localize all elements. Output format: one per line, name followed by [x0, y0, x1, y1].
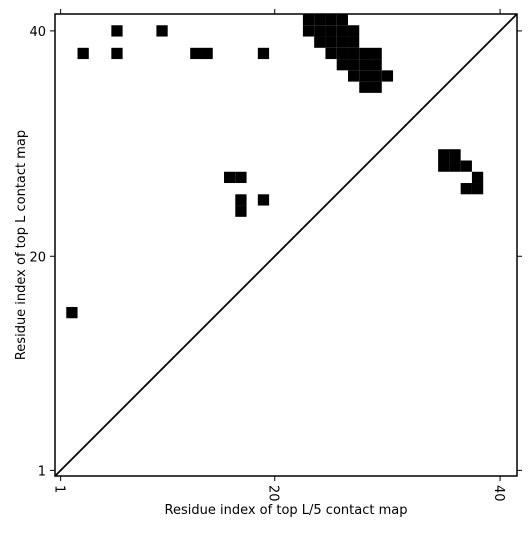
contact-cell [156, 25, 168, 37]
plot-frame [54, 13, 518, 477]
contact-cell [370, 47, 382, 60]
contact-cell [471, 171, 484, 184]
contact-cell [471, 183, 484, 195]
x-tick-label: 1 [52, 485, 67, 493]
x-axis-label: Residue index of top L/5 contact map [165, 503, 408, 518]
contact-cell [235, 205, 247, 217]
contact-cell [257, 194, 270, 206]
contact-cell [336, 36, 348, 48]
contact-cell [336, 25, 348, 37]
contact-cell [235, 194, 247, 206]
contact-cell [201, 47, 213, 60]
x-tick-label: 40 [491, 485, 506, 502]
contact-cell [325, 36, 337, 48]
contact-cell [370, 81, 382, 93]
contact-cell [347, 70, 360, 82]
y-tick-label: 40 [29, 25, 46, 40]
contact-cell [224, 171, 236, 184]
contact-cell [111, 25, 123, 37]
contact-cell [66, 306, 78, 319]
contact-cell [302, 25, 315, 37]
y-axis-label: Residue index of top L contact map [14, 130, 29, 360]
contact-cell [359, 70, 371, 82]
contact-cell [325, 47, 337, 60]
contact-cell [359, 59, 371, 71]
x-tick-label: 20 [266, 485, 281, 502]
y-tick-label: 20 [29, 250, 46, 265]
contact-cell [302, 14, 315, 26]
contact-cell [336, 47, 348, 60]
contact-cell [460, 160, 472, 172]
contact-cell [381, 70, 394, 82]
contact-cell [111, 47, 123, 60]
contact-cell [370, 59, 382, 71]
contact-cell [77, 47, 89, 60]
contact-cell [438, 160, 450, 172]
contact-cell [257, 47, 270, 60]
contact-cell [449, 149, 461, 161]
contact-cell [359, 81, 371, 93]
contact-cell [359, 47, 371, 60]
contact-cell [370, 70, 382, 82]
contact-cell [314, 36, 326, 48]
contact-cell [347, 36, 360, 48]
diagonal [54, 13, 518, 477]
contact-cell [314, 14, 326, 26]
contact-cell [325, 25, 337, 37]
contact-cell [438, 149, 450, 161]
contact-cell [347, 25, 360, 37]
contact-cell [190, 47, 202, 60]
contact-cell [449, 160, 461, 172]
contact-cell [314, 25, 326, 37]
contact-cell [336, 14, 348, 26]
contact-cell [347, 47, 360, 60]
contact-cell [460, 183, 472, 195]
contact-cell [235, 171, 247, 184]
contact-cell [336, 59, 348, 71]
contact-cell [347, 59, 360, 71]
y-tick-label: 1 [38, 464, 46, 479]
contact-cell [325, 14, 337, 26]
